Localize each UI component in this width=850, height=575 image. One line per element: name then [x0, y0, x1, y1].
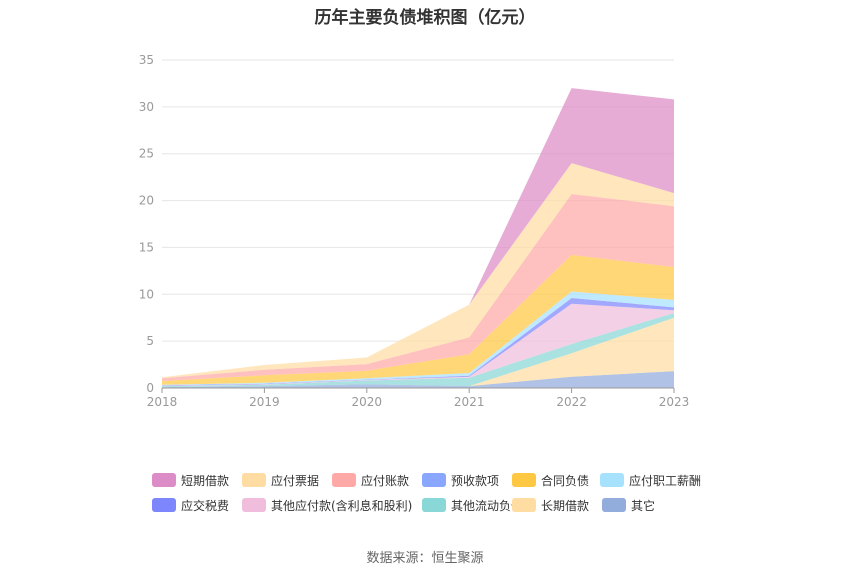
legend-swatch	[152, 498, 176, 512]
y-tick-label: 30	[139, 100, 154, 114]
y-tick-label: 0	[146, 381, 154, 395]
source-note: 数据来源：恒生聚源	[366, 551, 484, 566]
x-tick-label: 2023	[659, 395, 690, 409]
legend-swatch	[422, 498, 446, 512]
legend-label: 预收款项	[451, 473, 500, 488]
x-tick-label: 2018	[147, 395, 178, 409]
y-tick-label: 20	[139, 194, 154, 208]
legend-item[interactable]: 短期借款	[152, 472, 229, 488]
legend-swatch	[512, 498, 536, 512]
legend-item[interactable]: 预收款项	[422, 472, 499, 488]
area-series-其他流动负债[interactable]	[162, 313, 674, 388]
legend-swatch	[332, 473, 356, 487]
y-tick-label: 25	[139, 147, 154, 161]
y-tick-label: 35	[139, 53, 154, 67]
axes: 0 5 10 15 20 25 30 35 2018 2019 2020 2021 2022 2023	[139, 53, 690, 409]
area-series-合同负债[interactable]	[162, 254, 674, 385]
area-series-应付职工薪酬[interactable]	[162, 291, 674, 386]
legend-label: 长期借款	[541, 498, 590, 513]
y-tick-label: 5	[146, 334, 154, 348]
legend-swatch	[242, 498, 266, 512]
area-series-其他应付款(含利息和股利)[interactable]	[162, 303, 674, 387]
legend-swatch	[602, 498, 626, 512]
legend-label: 合同负债	[541, 473, 590, 488]
legend-label: 应付账款	[361, 473, 410, 488]
legend-item[interactable]: 长期借款	[512, 497, 589, 513]
legend-item[interactable]: 其它	[602, 497, 655, 513]
legend-item[interactable]: 应交税费	[152, 497, 229, 513]
legend-item[interactable]: 其他流动负债	[422, 497, 523, 513]
legend-label: 短期借款	[181, 473, 230, 488]
legend-swatch	[600, 473, 624, 487]
area-series-短期借款[interactable]	[162, 88, 674, 378]
legend-item[interactable]: 合同负债	[512, 472, 589, 488]
x-tick-label: 2019	[249, 395, 280, 409]
x-tick-label: 2020	[352, 395, 383, 409]
x-tick-label: 2022	[556, 395, 587, 409]
area-series	[162, 88, 674, 388]
y-tick-label: 10	[139, 287, 154, 301]
legend-item[interactable]: 其他应付款(含利息和股利)	[242, 497, 412, 513]
area-series-其它[interactable]	[162, 371, 674, 388]
legend-swatch	[422, 473, 446, 487]
legend-label: 其他流动负债	[451, 498, 524, 513]
area-series-长期借款[interactable]	[162, 317, 674, 388]
area-series-应付票据[interactable]	[162, 163, 674, 379]
legend-label: 其它	[631, 498, 656, 513]
legend-swatch	[512, 473, 536, 487]
legend-item[interactable]: 应付票据	[242, 472, 319, 488]
legend-label: 应交税费	[181, 498, 230, 513]
legend-item[interactable]: 应付职工薪酬	[600, 472, 701, 488]
legend-item[interactable]: 应付账款	[332, 472, 409, 488]
legend-label: 应付职工薪酬	[629, 473, 702, 488]
y-tick-label: 15	[139, 240, 154, 254]
area-series-应交税费[interactable]	[162, 298, 674, 386]
x-tick-label: 2021	[454, 395, 485, 409]
legend-label: 应付票据	[271, 473, 320, 488]
area-series-应付账款[interactable]	[162, 194, 674, 381]
legend-label: 其他应付款(含利息和股利)	[271, 498, 413, 513]
chart-title: 历年主要负债堆积图（亿元）	[314, 8, 536, 28]
legend-swatch	[242, 473, 266, 487]
legend-swatch	[152, 473, 176, 487]
